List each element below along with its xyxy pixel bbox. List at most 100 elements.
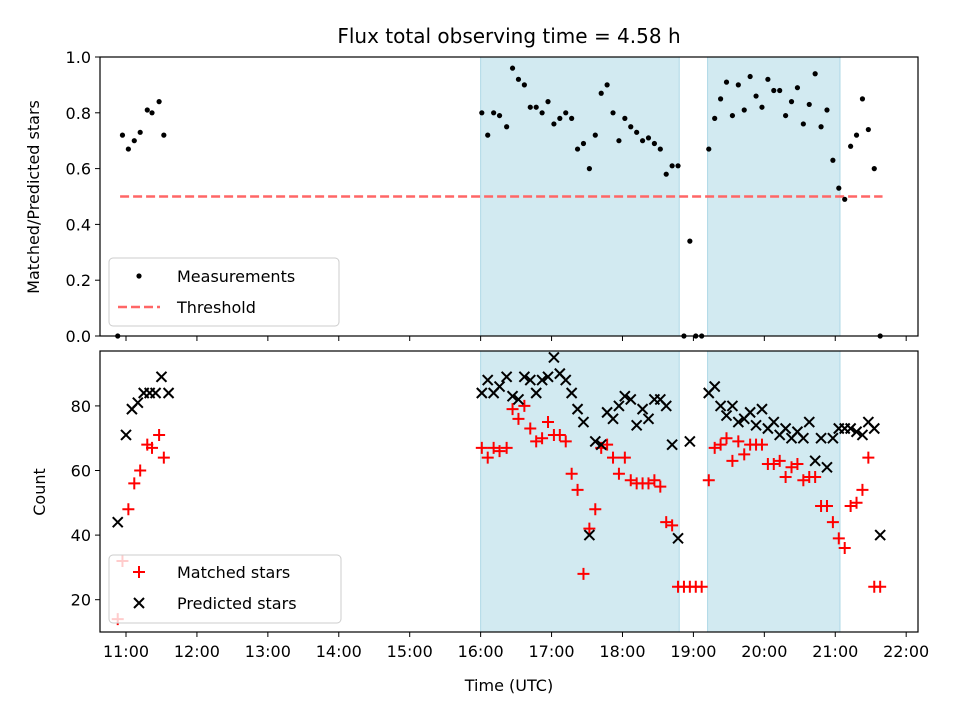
predicted-star-point [482, 374, 494, 386]
legend-matched-label: Matched stars [177, 563, 290, 582]
measurement-point [479, 110, 485, 116]
matched-star-point [565, 467, 578, 480]
predicted-star-point [660, 400, 672, 412]
matched-star-point [157, 451, 170, 464]
count-legend: Matched stars Predicted stars [108, 554, 342, 624]
matched-star-point [612, 467, 625, 480]
ratio-y-axis-label: Matched/Predicted stars [24, 100, 43, 294]
measurement-point [771, 87, 777, 94]
predicted-star-point [595, 438, 607, 451]
measurement-point [504, 124, 510, 130]
predicted-star-point [684, 435, 696, 448]
measurement-point [800, 121, 806, 127]
x-tick-label: 20:00 [741, 642, 787, 661]
predicted-star-point [672, 532, 684, 545]
measurement-point [580, 140, 587, 147]
measurement-point [144, 107, 150, 113]
predicted-star-point [666, 438, 678, 451]
measurement-point [783, 112, 789, 119]
measurement-point [830, 157, 836, 163]
x-axis-label: Time (UTC) [464, 676, 553, 695]
predicted-star-point [120, 429, 132, 441]
matched-star-point [732, 435, 745, 448]
measurement-point [551, 121, 557, 127]
matched-star-point [481, 451, 494, 464]
predicted-star-point [493, 380, 506, 393]
measurement-point [657, 146, 663, 152]
count-panel-frame [99, 350, 919, 633]
predicted-star-point [530, 387, 542, 399]
measurement-point [729, 112, 736, 119]
matched-star-point [571, 483, 584, 496]
predicted-star-point [571, 403, 584, 415]
matched-star-point [850, 496, 863, 509]
predicted-star-point [732, 416, 745, 428]
predicted-star-point [821, 461, 833, 473]
measurement-point [491, 110, 497, 116]
ratio-panel: 0.0 0.2 0.4 0.6 0.8 1.0 Matched/Predicted sta… [24, 48, 919, 346]
predicted-star-point [714, 400, 727, 412]
predicted-star-point [756, 403, 768, 415]
legend-matched-marker [133, 566, 145, 578]
legend-predicted-label: Predicted stars [177, 594, 297, 613]
measurement-point [712, 115, 718, 121]
matched-star-point [146, 441, 159, 454]
measurement-point [741, 107, 747, 113]
predicted-star-point [577, 416, 590, 428]
predicted-star-point [809, 455, 821, 467]
predicted-star-point [750, 419, 762, 431]
measurement-point [753, 93, 759, 99]
measurement-point [723, 79, 730, 85]
matched-star-point [542, 416, 555, 429]
measurement-point [735, 82, 741, 88]
count-y-tick-label: 80 [71, 397, 91, 416]
predicted-star-point [874, 529, 886, 541]
ratio-y-tick-label: 0.8 [66, 104, 91, 123]
matched-star-point [809, 470, 822, 483]
predicted-star-point [132, 396, 144, 409]
matched-star-point [648, 474, 661, 487]
matched-star-point [791, 458, 804, 471]
matched-star-point [134, 464, 147, 477]
measurement-point [125, 146, 131, 152]
count-y-tick-label: 40 [71, 526, 91, 545]
measurement-point [651, 140, 657, 147]
observing-span-2 [707, 350, 841, 633]
predicted-star-point [512, 393, 525, 406]
measurement-point [747, 73, 753, 80]
matched-star-point [618, 451, 631, 464]
measurement-point [598, 90, 604, 96]
x-tick-label: 15:00 [387, 642, 433, 661]
measurement-point [669, 163, 675, 169]
predicted-star-point [815, 432, 827, 444]
x-tick-label: 18:00 [599, 642, 645, 661]
measurement-point [859, 96, 866, 102]
predicted-star-point [162, 387, 175, 399]
ratio-y-tick-label: 0.6 [66, 160, 91, 179]
predicted-star-point [642, 413, 655, 425]
measurement-point [604, 82, 610, 88]
measurement-point [639, 138, 646, 144]
matched-star-point [695, 580, 708, 593]
matched-star-point [122, 503, 135, 516]
measurement-point [563, 110, 569, 116]
matched-star-point [702, 474, 715, 487]
matched-star-point [559, 435, 572, 448]
matched-star-point [779, 470, 792, 483]
matched-star-point [738, 448, 751, 461]
measurement-point [806, 101, 812, 108]
matched-star-point [493, 445, 506, 458]
matched-star-point [524, 422, 537, 435]
measurement-point [119, 132, 126, 138]
count-y-tick-label: 20 [71, 591, 91, 610]
measurement-point [521, 82, 527, 88]
matched-star-point [856, 483, 869, 496]
measurement-point [149, 110, 155, 116]
x-tick-label: 21:00 [812, 642, 858, 661]
predicted-star-point [630, 419, 643, 431]
matched-star-point [601, 438, 614, 451]
predicted-star-point [779, 422, 792, 435]
measurement-point [515, 76, 522, 82]
measurement-point [706, 146, 712, 152]
